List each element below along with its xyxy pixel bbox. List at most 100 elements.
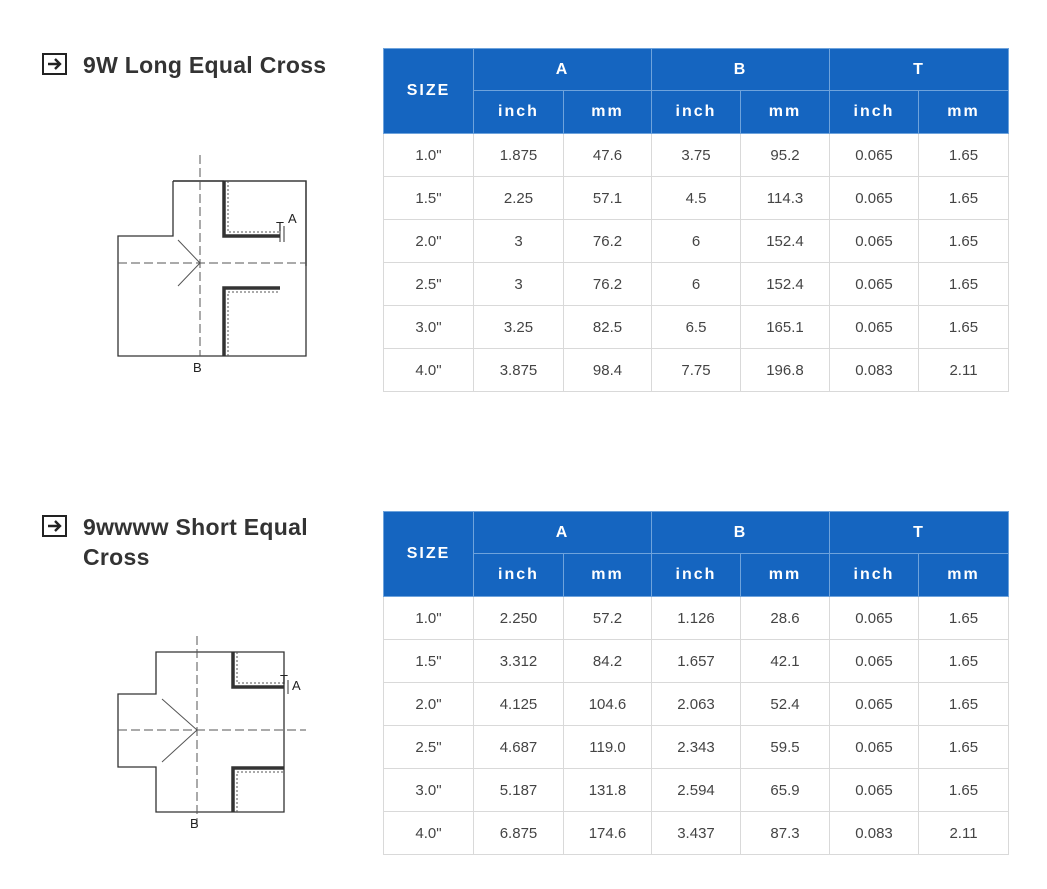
- cell-b-inch: 3.437: [651, 811, 741, 855]
- subheader-inch: inch: [651, 90, 741, 134]
- size-header: SIZE: [383, 48, 474, 134]
- table-row: 1.0" 1.875 47.6 3.75 95.2 0.065 1.65: [383, 133, 1009, 177]
- cell-t-mm: 1.65: [918, 768, 1009, 812]
- subheader-mm: mm: [740, 553, 830, 597]
- cell-size: 1.5": [383, 176, 474, 220]
- cell-t-inch: 0.083: [829, 811, 919, 855]
- cell-t-inch: 0.065: [829, 176, 919, 220]
- dim-t-label: T: [280, 672, 288, 687]
- table-row: 1.5" 2.25 57.1 4.5 114.3 0.065 1.65: [383, 176, 1009, 220]
- table-row: 2.5" 4.687 119.0 2.343 59.5 0.065 1.65: [383, 725, 1009, 769]
- subheader-mm: mm: [740, 90, 830, 134]
- cell-t-inch: 0.065: [829, 305, 919, 349]
- cell-a-mm: 174.6: [563, 811, 652, 855]
- cell-t-mm: 1.65: [918, 682, 1009, 726]
- table-row: 2.0" 3 76.2 6 152.4 0.065 1.65: [383, 219, 1009, 263]
- cell-a-inch: 3: [473, 219, 564, 263]
- group-header-t: T: [829, 48, 1009, 91]
- cell-size: 1.0": [383, 133, 474, 177]
- cell-size: 3.0": [383, 305, 474, 349]
- cell-b-mm: 52.4: [740, 682, 830, 726]
- subheader-mm: mm: [563, 553, 652, 597]
- long-cross-drawing: T A B: [117, 155, 307, 375]
- arrow-right-box-icon: [42, 515, 67, 537]
- cell-t-mm: 1.65: [918, 305, 1009, 349]
- cell-b-inch: 1.126: [651, 596, 741, 640]
- section-title: 9wwww Short Equal Cross: [83, 514, 308, 570]
- size-header: SIZE: [383, 511, 474, 597]
- cell-a-mm: 57.2: [563, 596, 652, 640]
- cell-a-mm: 47.6: [563, 133, 652, 177]
- cell-b-inch: 3.75: [651, 133, 741, 177]
- cell-b-mm: 65.9: [740, 768, 830, 812]
- cell-t-mm: 1.65: [918, 176, 1009, 220]
- cell-a-inch: 2.25: [473, 176, 564, 220]
- cell-t-inch: 0.065: [829, 262, 919, 306]
- subheader-inch: inch: [829, 90, 919, 134]
- cell-t-inch: 0.065: [829, 133, 919, 177]
- cell-size: 4.0": [383, 348, 474, 392]
- cell-b-inch: 6: [651, 262, 741, 306]
- cell-b-mm: 165.1: [740, 305, 830, 349]
- cell-t-mm: 1.65: [918, 725, 1009, 769]
- cell-a-inch: 2.250: [473, 596, 564, 640]
- dim-b-label: B: [190, 816, 199, 831]
- cell-size: 2.0": [383, 219, 474, 263]
- short-cross-spec-table: SIZE A B T inch mm inch mm inch mm 1.0" …: [383, 511, 1009, 855]
- table-row: 3.0" 3.25 82.5 6.5 165.1 0.065 1.65: [383, 305, 1009, 349]
- cell-a-inch: 3.25: [473, 305, 564, 349]
- cell-t-inch: 0.065: [829, 596, 919, 640]
- cell-b-mm: 87.3: [740, 811, 830, 855]
- cell-a-mm: 84.2: [563, 639, 652, 683]
- cell-b-mm: 152.4: [740, 262, 830, 306]
- group-header-a: A: [473, 511, 652, 554]
- dim-a-label: A: [292, 678, 301, 693]
- arrow-right-box-icon: [42, 53, 67, 75]
- cell-b-inch: 4.5: [651, 176, 741, 220]
- cell-b-inch: 7.75: [651, 348, 741, 392]
- cell-size: 1.0": [383, 596, 474, 640]
- table-row: 1.0" 2.250 57.2 1.126 28.6 0.065 1.65: [383, 596, 1009, 640]
- table-row: 2.5" 3 76.2 6 152.4 0.065 1.65: [383, 262, 1009, 306]
- section-heading: 9wwww Short Equal Cross: [42, 512, 343, 572]
- cell-t-mm: 1.65: [918, 596, 1009, 640]
- cell-t-inch: 0.065: [829, 768, 919, 812]
- cell-a-inch: 3.312: [473, 639, 564, 683]
- cell-t-inch: 0.083: [829, 348, 919, 392]
- subheader-inch: inch: [473, 90, 564, 134]
- cell-a-mm: 76.2: [563, 219, 652, 263]
- cell-b-inch: 2.343: [651, 725, 741, 769]
- subheader-mm: mm: [918, 553, 1009, 597]
- subheader-mm: mm: [563, 90, 652, 134]
- cell-a-mm: 76.2: [563, 262, 652, 306]
- group-header-b: B: [651, 511, 830, 554]
- cell-b-inch: 2.594: [651, 768, 741, 812]
- cell-a-mm: 119.0: [563, 725, 652, 769]
- cell-a-inch: 4.687: [473, 725, 564, 769]
- cell-a-inch: 3.875: [473, 348, 564, 392]
- cell-t-mm: 1.65: [918, 219, 1009, 263]
- cell-b-mm: 196.8: [740, 348, 830, 392]
- dim-a-label: A: [288, 211, 297, 226]
- cell-b-inch: 1.657: [651, 639, 741, 683]
- cell-size: 2.5": [383, 262, 474, 306]
- cell-b-mm: 114.3: [740, 176, 830, 220]
- cell-a-mm: 131.8: [563, 768, 652, 812]
- short-cross-drawing: T A B: [117, 636, 306, 831]
- cell-t-inch: 0.065: [829, 682, 919, 726]
- table-row: 1.5" 3.312 84.2 1.657 42.1 0.065 1.65: [383, 639, 1009, 683]
- cell-b-inch: 2.063: [651, 682, 741, 726]
- cell-b-mm: 28.6: [740, 596, 830, 640]
- cell-size: 3.0": [383, 768, 474, 812]
- cell-b-mm: 59.5: [740, 725, 830, 769]
- cell-a-inch: 3: [473, 262, 564, 306]
- cell-a-mm: 104.6: [563, 682, 652, 726]
- cell-a-inch: 1.875: [473, 133, 564, 177]
- section-long-equal-cross: 9W Long Equal Cross: [0, 0, 1047, 430]
- cell-size: 2.0": [383, 682, 474, 726]
- long-cross-spec-table: SIZE A B T inch mm inch mm inch mm 1.0" …: [383, 48, 1009, 392]
- cell-t-mm: 1.65: [918, 262, 1009, 306]
- cell-b-mm: 42.1: [740, 639, 830, 683]
- cell-b-mm: 152.4: [740, 219, 830, 263]
- cell-t-inch: 0.065: [829, 725, 919, 769]
